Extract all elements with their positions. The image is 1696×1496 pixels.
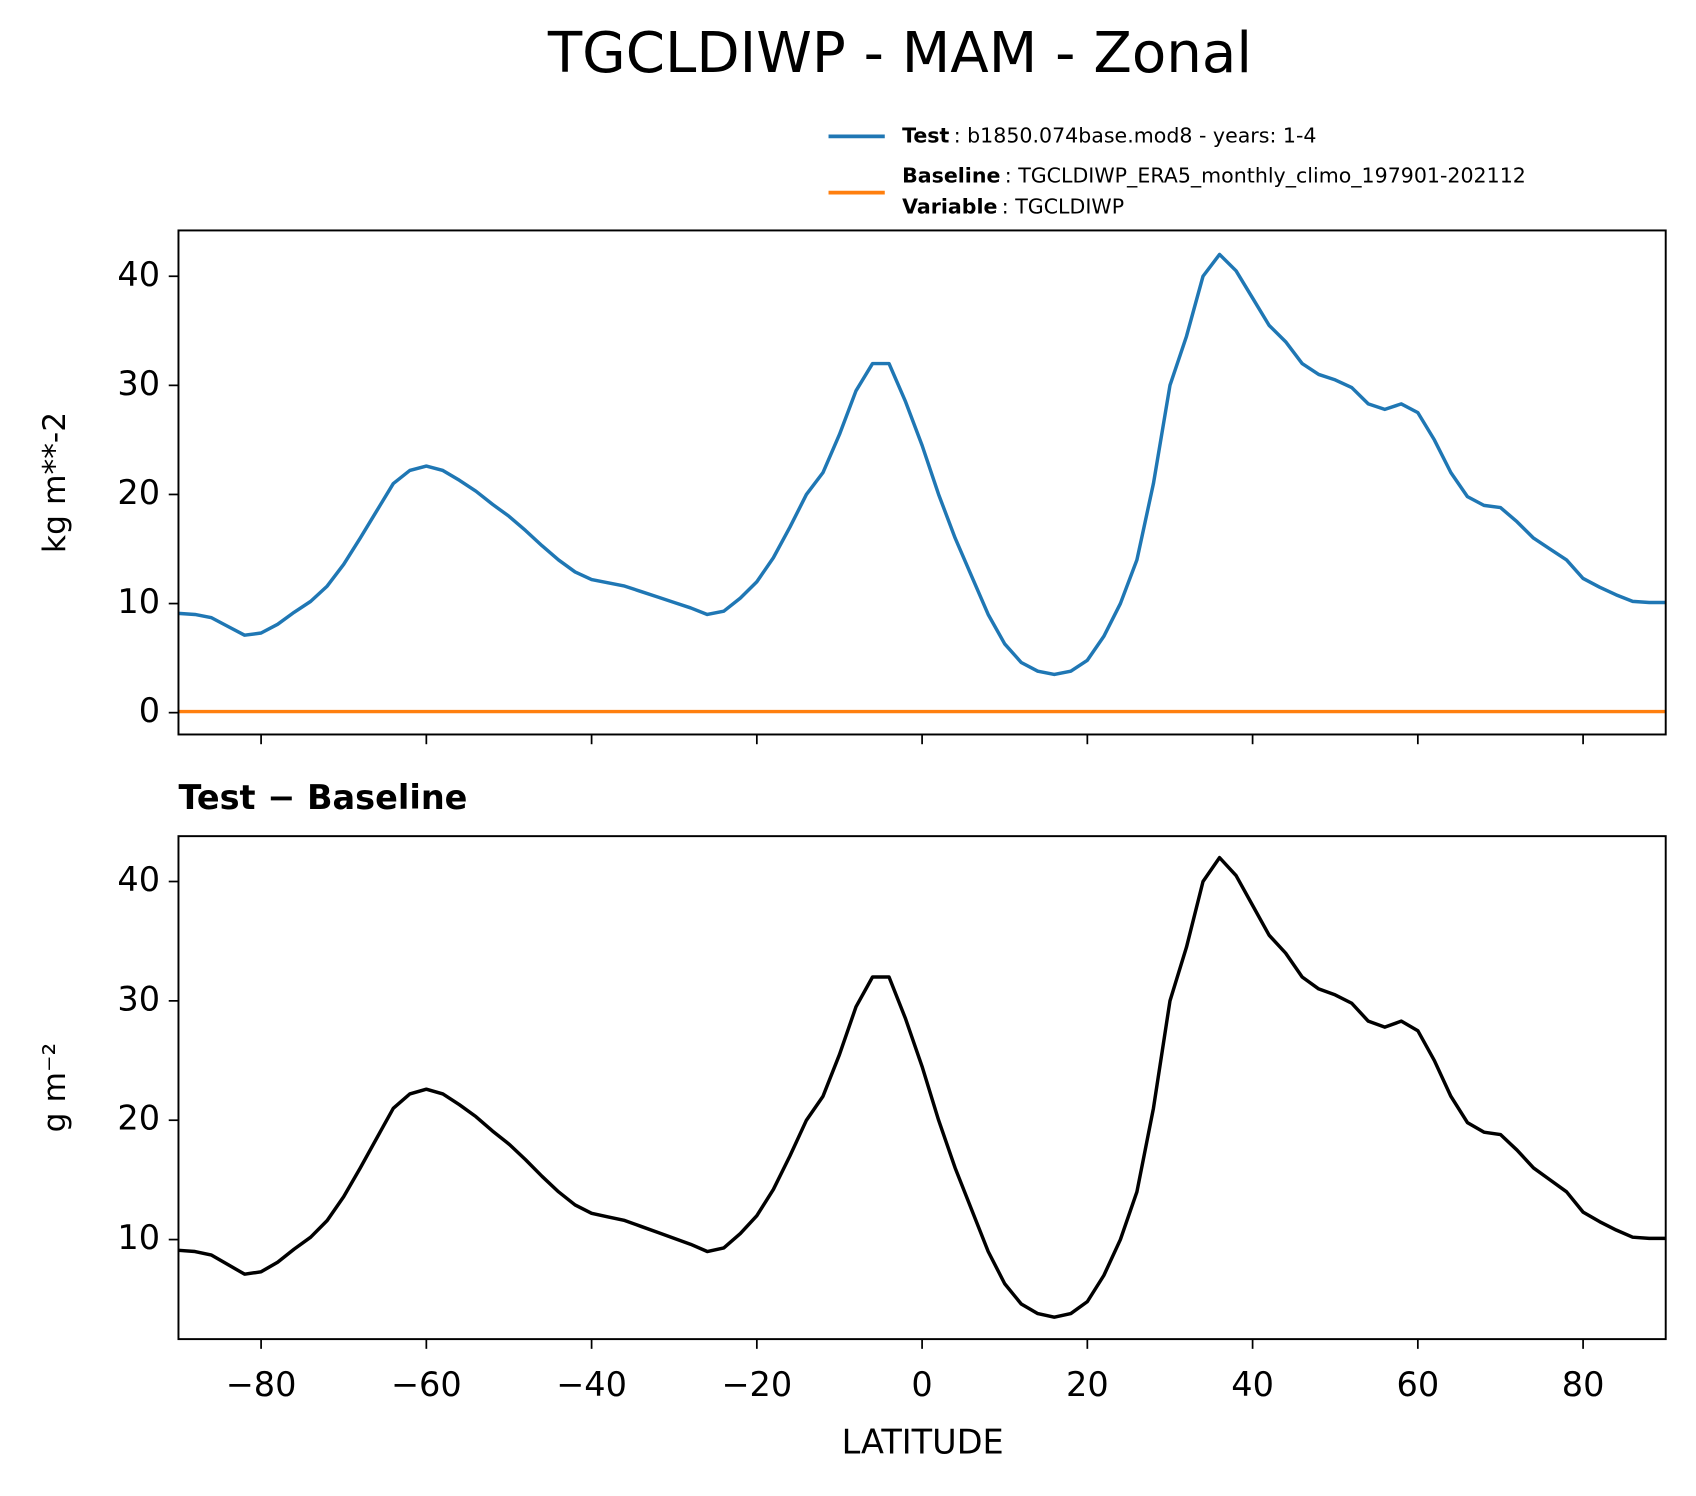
x-tick-label: −20	[721, 1365, 792, 1404]
x-axis-label: LATITUDE	[842, 1423, 1004, 1462]
y-axis-label: kg m**-2	[37, 412, 73, 553]
y-tick-label: 10	[117, 1218, 160, 1257]
legend-entry: Test: b1850.074base.mod8 - years: 1-4	[902, 123, 1316, 147]
legend-name: Baseline	[902, 163, 1000, 187]
data-line	[178, 252, 1666, 677]
x-tick-label: 20	[1066, 1365, 1109, 1404]
y-axis-label: g m⁻²	[37, 1043, 73, 1133]
legend-note: Variable: TGCLDIWP	[902, 195, 1124, 219]
x-tick-label: −60	[391, 1365, 462, 1404]
x-tick-label: −40	[556, 1365, 627, 1404]
y-tick-label: 40	[117, 255, 160, 294]
axes-frame	[177, 835, 1667, 1341]
y-tick-label: 30	[117, 364, 160, 403]
y-tick-label: 20	[117, 1099, 160, 1138]
y-tick-label: 20	[117, 473, 160, 512]
x-tick-label: 0	[911, 1365, 932, 1404]
y-tick-label: 0	[139, 691, 160, 730]
x-tick-label: 40	[1231, 1365, 1274, 1404]
axes-frame	[177, 229, 1667, 736]
legend-text: : TGCLDIWP_ERA5_monthly_climo_197901-202…	[1005, 163, 1526, 187]
x-tick-label: 60	[1397, 1365, 1440, 1404]
figure-title: TGCLDIWP - MAM - Zonal	[547, 21, 1252, 86]
legend-name: Test	[902, 123, 949, 147]
legend-note-name: Variable	[902, 195, 997, 219]
subplot-title: Test − Baseline	[178, 778, 467, 817]
y-tick-label: 40	[117, 860, 160, 899]
x-tick-label: 80	[1562, 1365, 1605, 1404]
x-tick-label: −80	[226, 1365, 297, 1404]
y-tick-label: 10	[117, 582, 160, 621]
legend-text: : b1850.074base.mod8 - years: 1-4	[954, 123, 1317, 147]
legend-entry: Baseline: TGCLDIWP_ERA5_monthly_climo_19…	[902, 163, 1526, 187]
y-tick-label: 30	[117, 979, 160, 1018]
legend-note-text: : TGCLDIWP	[1002, 195, 1124, 219]
data-line	[178, 855, 1666, 1319]
